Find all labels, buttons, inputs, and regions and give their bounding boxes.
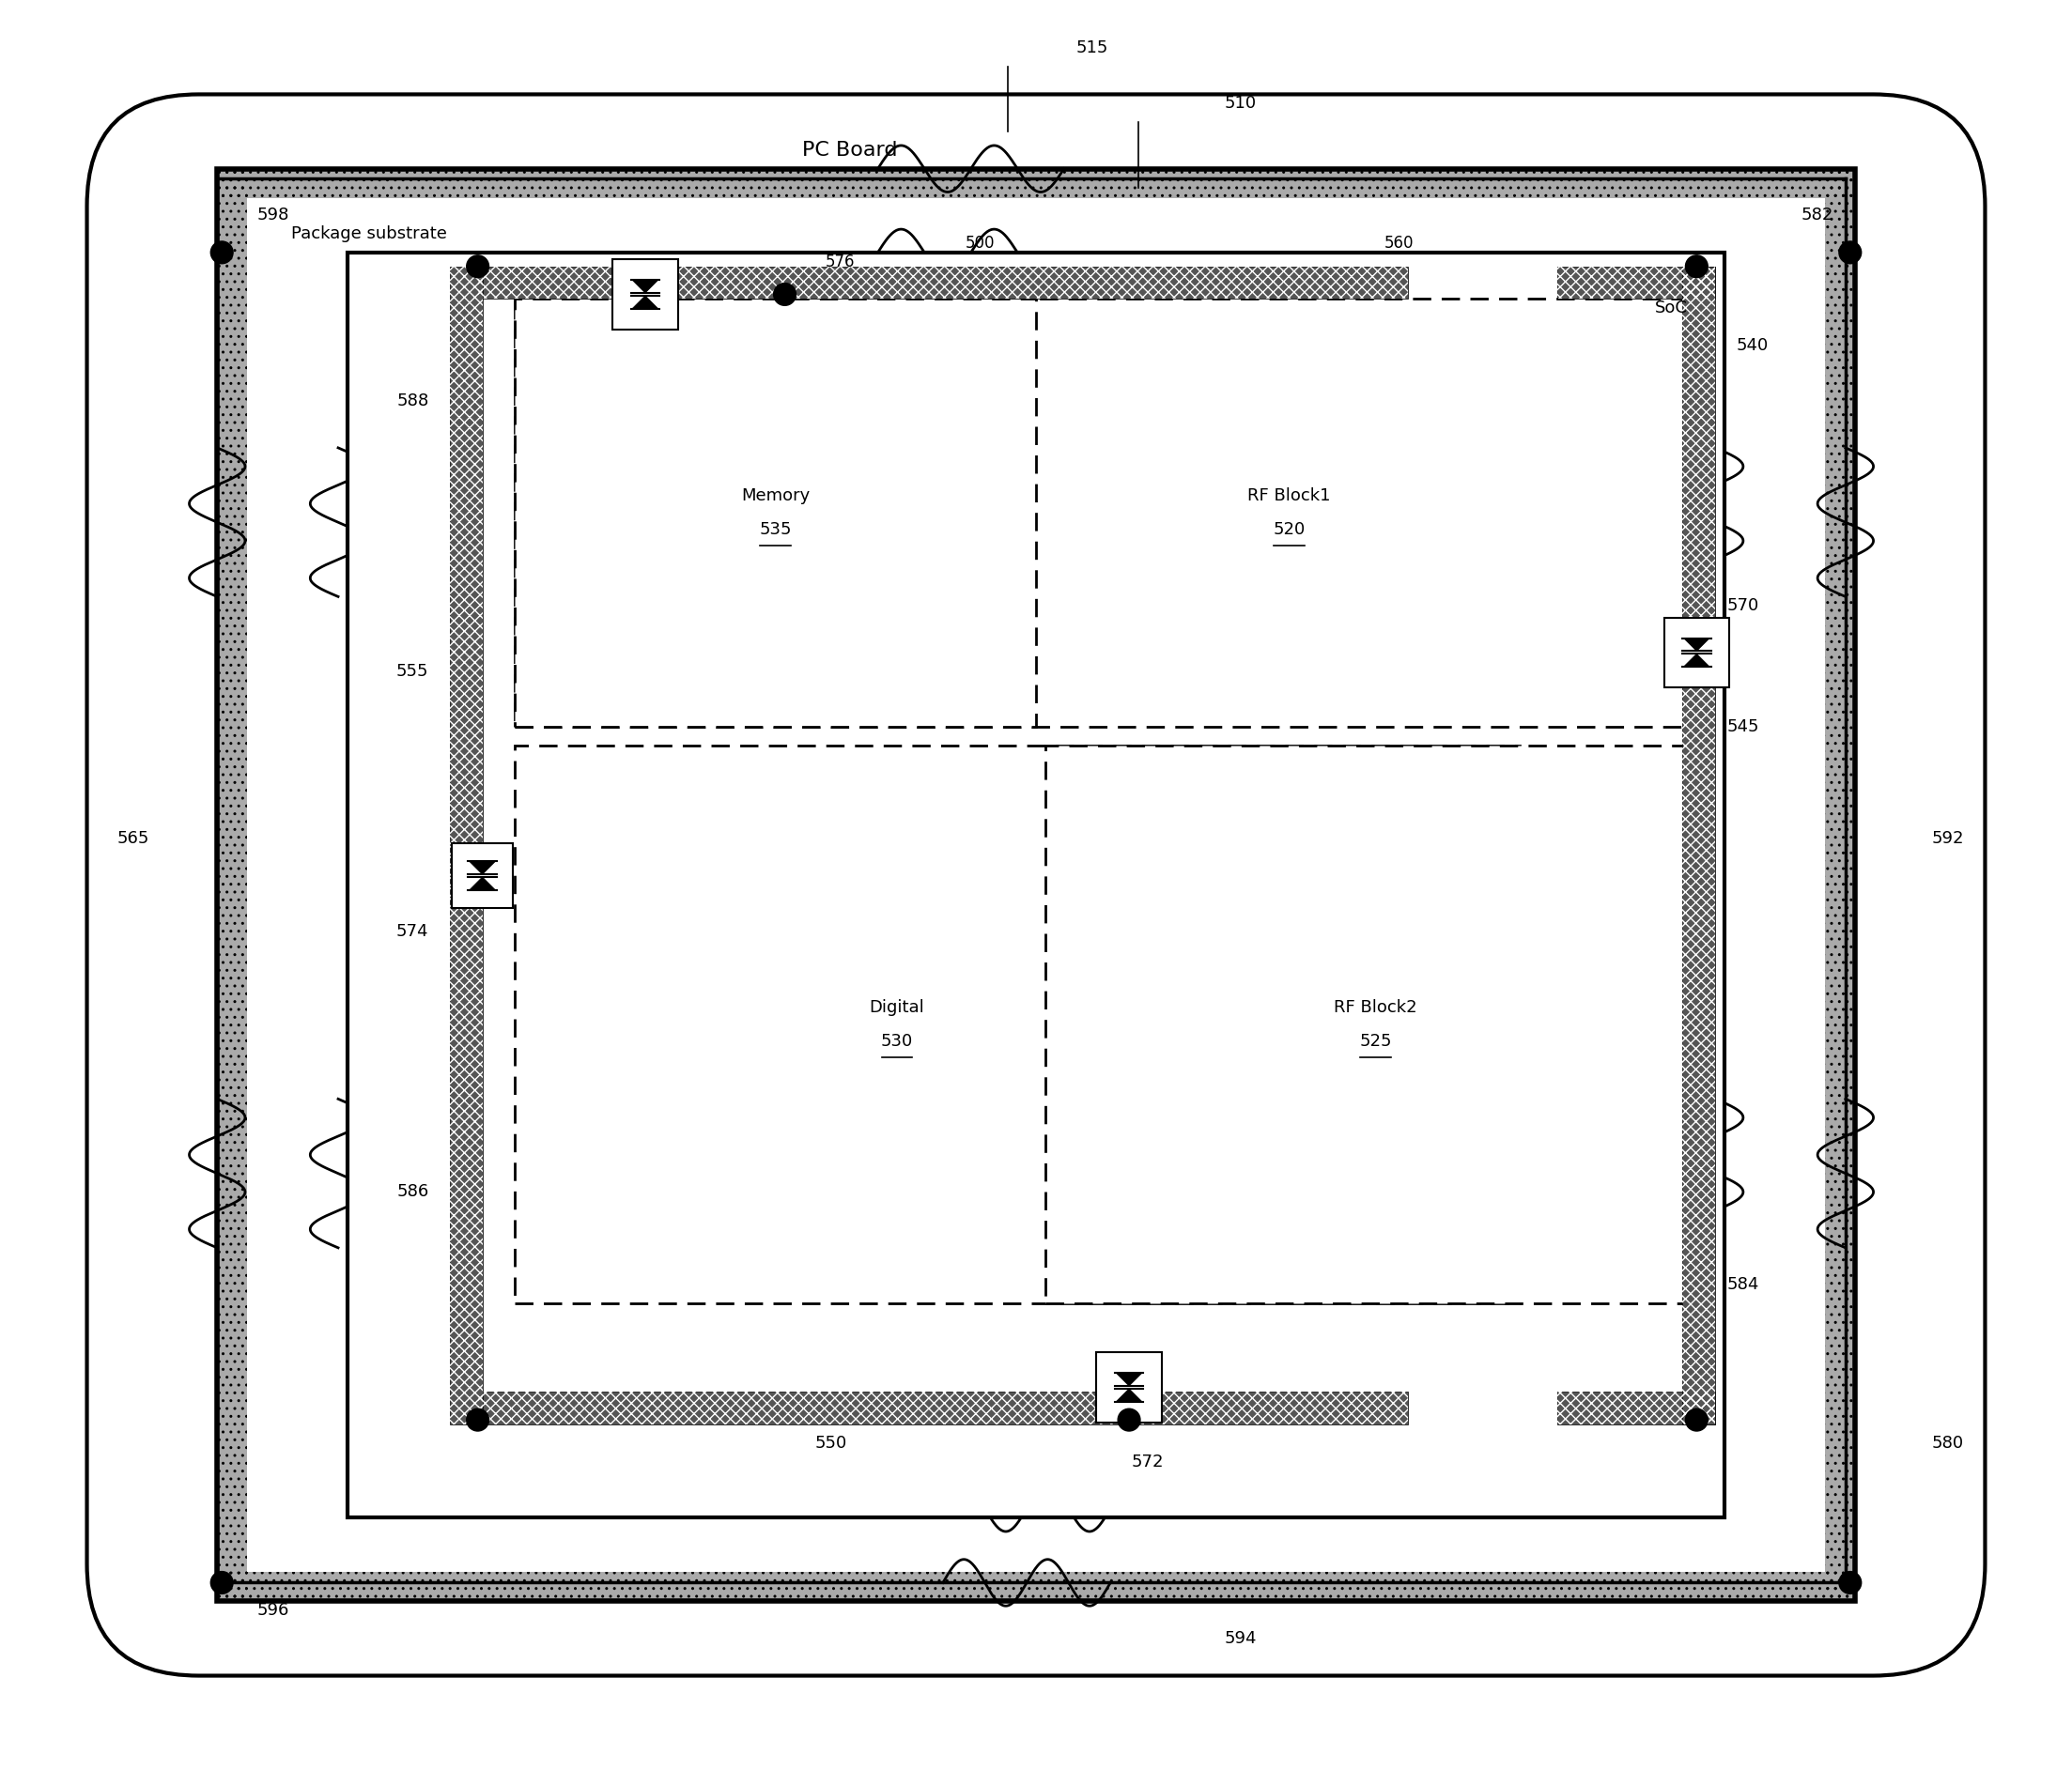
Text: 515: 515 bbox=[1075, 39, 1109, 57]
Polygon shape bbox=[1685, 653, 1709, 667]
Bar bbox=[1556, 267, 1716, 299]
Bar bbox=[218, 1572, 1854, 1602]
Text: 576: 576 bbox=[827, 253, 856, 271]
Text: 525: 525 bbox=[1359, 1034, 1392, 1050]
Polygon shape bbox=[1685, 639, 1709, 651]
Text: 592: 592 bbox=[1931, 830, 1964, 846]
Text: 540: 540 bbox=[1736, 336, 1769, 354]
Text: SoC: SoC bbox=[1656, 299, 1687, 317]
Polygon shape bbox=[470, 876, 495, 890]
Circle shape bbox=[1685, 1409, 1707, 1430]
Text: 596: 596 bbox=[257, 1602, 290, 1620]
Bar bbox=[218, 1572, 1854, 1602]
Bar bbox=[1664, 618, 1730, 687]
Text: 555: 555 bbox=[396, 662, 429, 680]
Bar bbox=[479, 1391, 1409, 1425]
Text: Memory: Memory bbox=[742, 489, 810, 504]
Bar bbox=[1556, 267, 1716, 299]
Text: 586: 586 bbox=[396, 1184, 429, 1200]
Bar bbox=[1556, 1391, 1716, 1425]
Text: Package substrate: Package substrate bbox=[292, 225, 448, 242]
Text: 598: 598 bbox=[257, 207, 290, 223]
Text: 535: 535 bbox=[758, 520, 792, 538]
Bar bbox=[516, 299, 1036, 727]
Polygon shape bbox=[1117, 1374, 1142, 1386]
Bar bbox=[218, 168, 247, 1602]
Bar bbox=[1556, 1391, 1716, 1425]
Text: RF Block1: RF Block1 bbox=[1247, 489, 1330, 504]
Bar bbox=[1825, 168, 1854, 1602]
Text: 572: 572 bbox=[1131, 1453, 1164, 1471]
Circle shape bbox=[466, 255, 489, 278]
Bar bbox=[516, 299, 1705, 727]
Text: 560: 560 bbox=[1384, 235, 1413, 251]
Bar bbox=[218, 168, 1854, 198]
Bar bbox=[450, 267, 483, 1425]
Bar bbox=[348, 253, 1724, 1517]
Polygon shape bbox=[1117, 1389, 1142, 1402]
Circle shape bbox=[466, 1409, 489, 1430]
Bar bbox=[516, 745, 1521, 1303]
Polygon shape bbox=[470, 862, 495, 874]
Bar bbox=[452, 843, 512, 908]
Circle shape bbox=[1840, 1572, 1861, 1593]
Polygon shape bbox=[632, 296, 659, 308]
Polygon shape bbox=[632, 280, 659, 294]
Text: 580: 580 bbox=[1931, 1435, 1964, 1451]
Circle shape bbox=[211, 1572, 232, 1593]
Text: 500: 500 bbox=[966, 235, 995, 251]
Text: PC Board: PC Board bbox=[802, 142, 897, 159]
Text: 530: 530 bbox=[881, 1034, 914, 1050]
Bar bbox=[218, 168, 1854, 1602]
Text: 588: 588 bbox=[396, 393, 429, 409]
Text: 510: 510 bbox=[1225, 96, 1258, 112]
Text: 570: 570 bbox=[1728, 598, 1759, 614]
Text: 545: 545 bbox=[1726, 719, 1759, 735]
Text: 565: 565 bbox=[118, 830, 149, 846]
Text: 550: 550 bbox=[814, 1435, 847, 1451]
Bar bbox=[218, 168, 247, 1602]
Circle shape bbox=[773, 283, 796, 306]
Circle shape bbox=[1840, 241, 1861, 264]
Circle shape bbox=[1685, 255, 1707, 278]
Bar bbox=[479, 267, 1409, 299]
Bar bbox=[218, 168, 1854, 198]
Circle shape bbox=[211, 241, 232, 264]
Text: 584: 584 bbox=[1728, 1276, 1759, 1294]
Text: 582: 582 bbox=[1801, 207, 1834, 223]
Bar bbox=[1825, 168, 1854, 1602]
Bar bbox=[218, 168, 1854, 1602]
Text: 574: 574 bbox=[396, 924, 429, 940]
Text: RF Block2: RF Block2 bbox=[1334, 1000, 1417, 1016]
Text: Digital: Digital bbox=[870, 1000, 924, 1016]
Bar bbox=[1682, 267, 1716, 1425]
Bar bbox=[1682, 267, 1716, 1425]
Bar bbox=[479, 267, 1409, 299]
Bar bbox=[613, 260, 678, 329]
Text: 520: 520 bbox=[1272, 520, 1305, 538]
Text: 594: 594 bbox=[1225, 1630, 1258, 1646]
Bar bbox=[450, 267, 483, 1425]
FancyBboxPatch shape bbox=[87, 94, 1985, 1676]
Circle shape bbox=[1119, 1409, 1140, 1430]
Bar bbox=[479, 1391, 1409, 1425]
Bar bbox=[1096, 1352, 1162, 1421]
Bar bbox=[1044, 745, 1705, 1303]
